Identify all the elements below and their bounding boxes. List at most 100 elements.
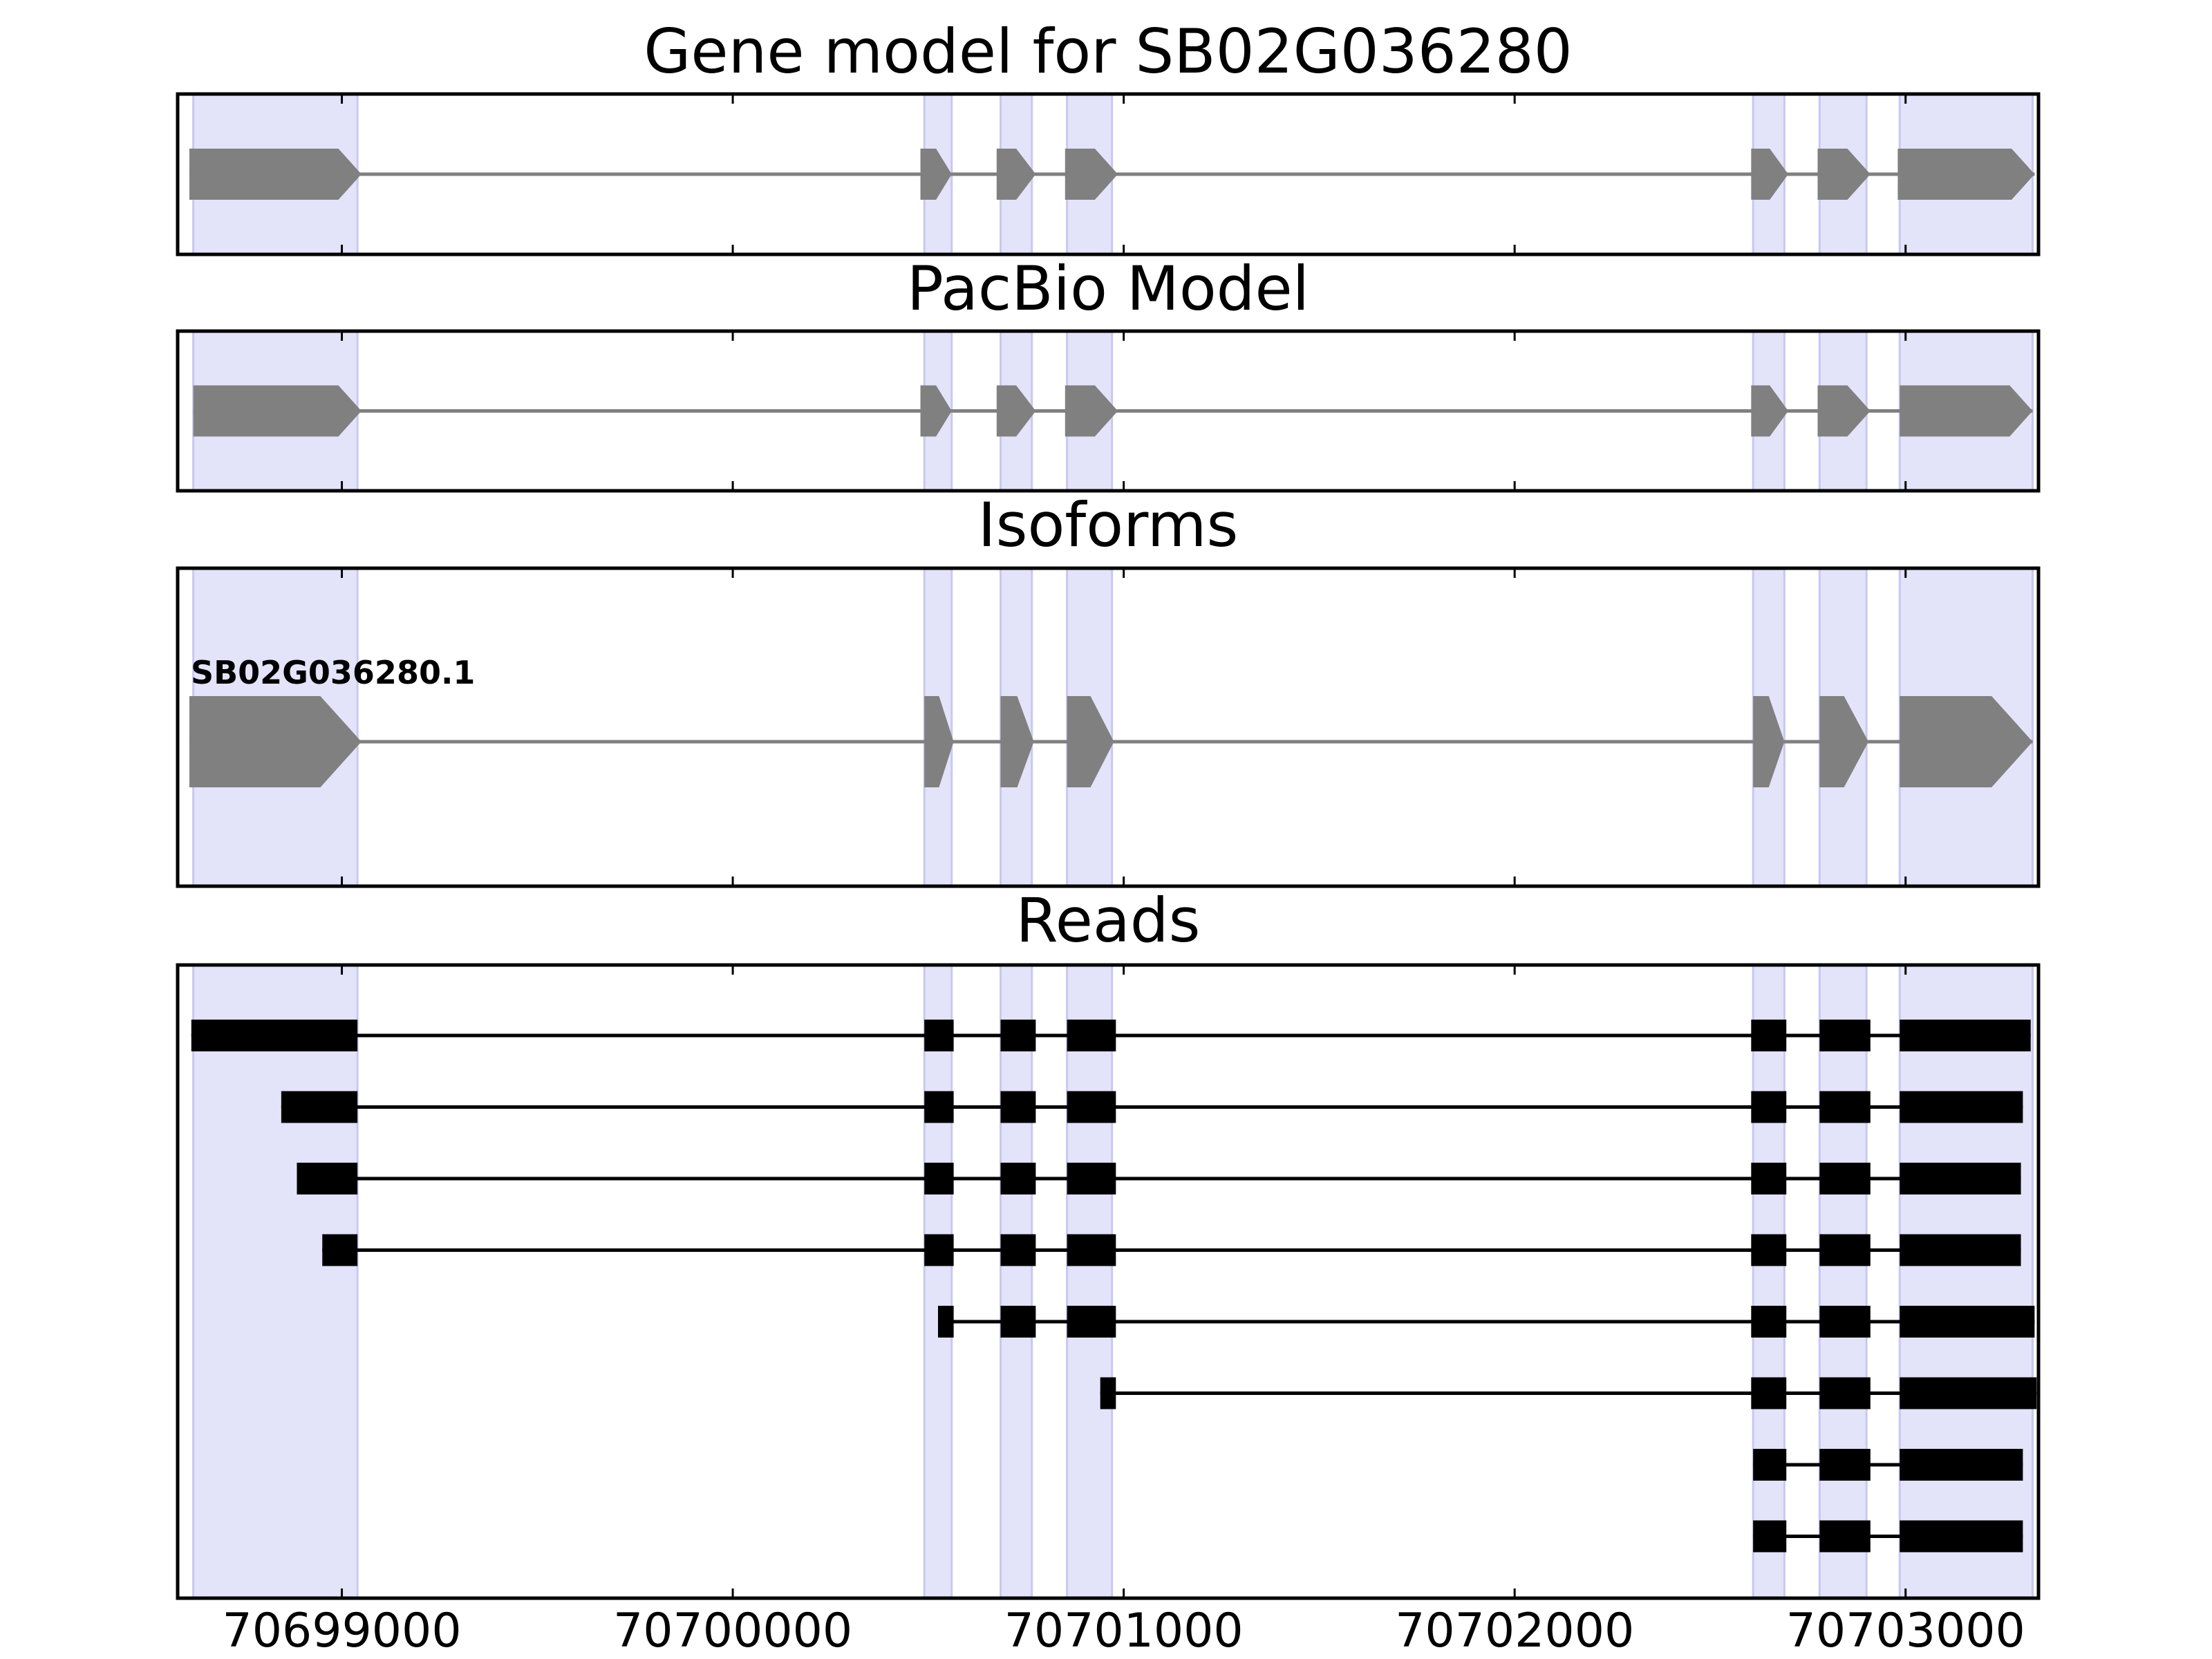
read-exon-block <box>1067 1163 1116 1194</box>
panel-title-gene-model: Gene model for SB02G036280 <box>644 16 1573 87</box>
read-exon-block <box>1067 1306 1116 1338</box>
read-exon-block <box>1819 1520 1871 1553</box>
exon-band <box>999 964 1033 1600</box>
exon-arrow <box>1819 696 1868 787</box>
read-exon-block <box>1751 1234 1787 1266</box>
read-exon-block <box>1819 1091 1871 1123</box>
read-exon-block <box>1751 1163 1787 1194</box>
x-axis: 70699000 70700000 70701000 70702000 70703000 <box>222 1604 2025 1658</box>
read-exon-block <box>1000 1163 1036 1194</box>
exon-band <box>923 964 953 1600</box>
read-exon-block <box>1753 1449 1787 1481</box>
exon-arrow <box>1751 149 1789 200</box>
read-row <box>1100 1377 2037 1409</box>
read-exon-block <box>1900 1020 2031 1051</box>
gene-model-row <box>189 149 2035 200</box>
read-exon-block <box>937 1306 954 1338</box>
exon-arrow <box>1900 385 2033 437</box>
panel-frame <box>176 566 2041 888</box>
read-exon-block <box>1819 1377 1871 1409</box>
exon-arrow <box>1000 696 1034 787</box>
read-exon-block <box>1000 1234 1036 1266</box>
read-exon-block <box>1900 1449 2023 1481</box>
features: SB02G036280.1 <box>189 654 2033 787</box>
read-exon-block <box>1751 1377 1787 1409</box>
panel-gene-model: Gene model for SB02G036280 <box>176 16 2041 256</box>
read-exon-block <box>322 1234 358 1266</box>
read-exon-block <box>1067 1091 1116 1123</box>
read-exon-block <box>1900 1234 2021 1266</box>
panel-isoforms: Isoforms SB02G036280.1 <box>176 489 2041 888</box>
exon-arrow <box>924 696 954 787</box>
read-exon-block <box>1100 1377 1116 1409</box>
panel-title-reads: Reads <box>1016 885 1201 956</box>
panel-frame <box>176 329 2041 493</box>
exon-arrow <box>1065 385 1118 437</box>
panel-frame <box>176 92 2041 256</box>
gene-model-row: SB02G036280.1 <box>189 654 2033 787</box>
exon-arrow <box>1751 385 1789 437</box>
exon-band <box>1898 964 2034 1600</box>
x-tick-label: 70703000 <box>1786 1604 2025 1658</box>
panels-layer: Gene model for SB02G036280 PacBio Model Is… <box>176 16 2041 1600</box>
read-exon-block <box>924 1234 954 1266</box>
read-exon-block <box>1751 1020 1787 1051</box>
x-tick-label: 70702000 <box>1395 1604 1634 1658</box>
read-exon-block <box>1067 1234 1116 1266</box>
tick-marks <box>341 965 1907 1598</box>
isoform-label: SB02G036280.1 <box>191 654 475 691</box>
read-exon-block <box>1819 1020 1871 1051</box>
read-exon-block <box>1753 1520 1787 1553</box>
exon-band <box>192 964 359 1600</box>
read-row <box>322 1234 2021 1266</box>
features <box>193 385 2033 437</box>
panel-title-pacbio-model: PacBio Model <box>907 253 1309 324</box>
exon-bands <box>192 964 2034 1600</box>
read-exon-block <box>1819 1163 1871 1194</box>
read-exon-block <box>1751 1306 1787 1338</box>
read-exon-block <box>1900 1520 2023 1553</box>
features <box>191 1020 2037 1553</box>
panel-reads: Reads <box>176 885 2041 1600</box>
read-row <box>297 1163 2021 1194</box>
read-exon-block <box>191 1020 358 1051</box>
read-exon-block <box>1900 1377 2037 1409</box>
exon-arrow <box>1065 149 1118 200</box>
panel-title-isoforms: Isoforms <box>978 489 1239 561</box>
read-exon-block <box>1900 1163 2021 1194</box>
read-row <box>1753 1449 2023 1481</box>
features <box>189 149 2035 200</box>
exon-arrow <box>193 385 362 437</box>
exon-arrow <box>189 696 362 787</box>
read-exon-block <box>924 1163 954 1194</box>
read-row <box>191 1020 2031 1051</box>
exon-arrow <box>920 149 952 200</box>
read-exon-block <box>1819 1306 1871 1338</box>
read-exon-block <box>1000 1306 1036 1338</box>
exon-band <box>1066 964 1114 1600</box>
x-tick-label: 70701000 <box>1004 1604 1244 1658</box>
exon-arrow <box>1897 149 2035 200</box>
exon-arrow <box>1753 696 1785 787</box>
read-row <box>1753 1520 2023 1553</box>
exon-arrow <box>1900 696 2033 787</box>
read-exon-block <box>1000 1091 1036 1123</box>
exon-band <box>1818 964 1868 1600</box>
panel-pacbio-model: PacBio Model <box>176 253 2041 493</box>
x-tick-label: 70699000 <box>222 1604 461 1658</box>
read-row <box>937 1306 2035 1338</box>
read-exon-block <box>1900 1306 2035 1338</box>
read-exon-block <box>281 1091 358 1123</box>
exon-arrow <box>189 149 362 200</box>
exon-arrow <box>996 385 1036 437</box>
x-tick-label: 70700000 <box>613 1604 852 1658</box>
read-exon-block <box>1000 1020 1036 1051</box>
read-exon-block <box>1819 1234 1871 1266</box>
exon-arrow <box>1067 696 1114 787</box>
exon-arrow <box>1817 149 1871 200</box>
read-exon-block <box>1067 1020 1116 1051</box>
gene-model-row <box>193 385 2033 437</box>
read-exon-block <box>297 1163 358 1194</box>
tick-marks <box>341 568 1907 886</box>
